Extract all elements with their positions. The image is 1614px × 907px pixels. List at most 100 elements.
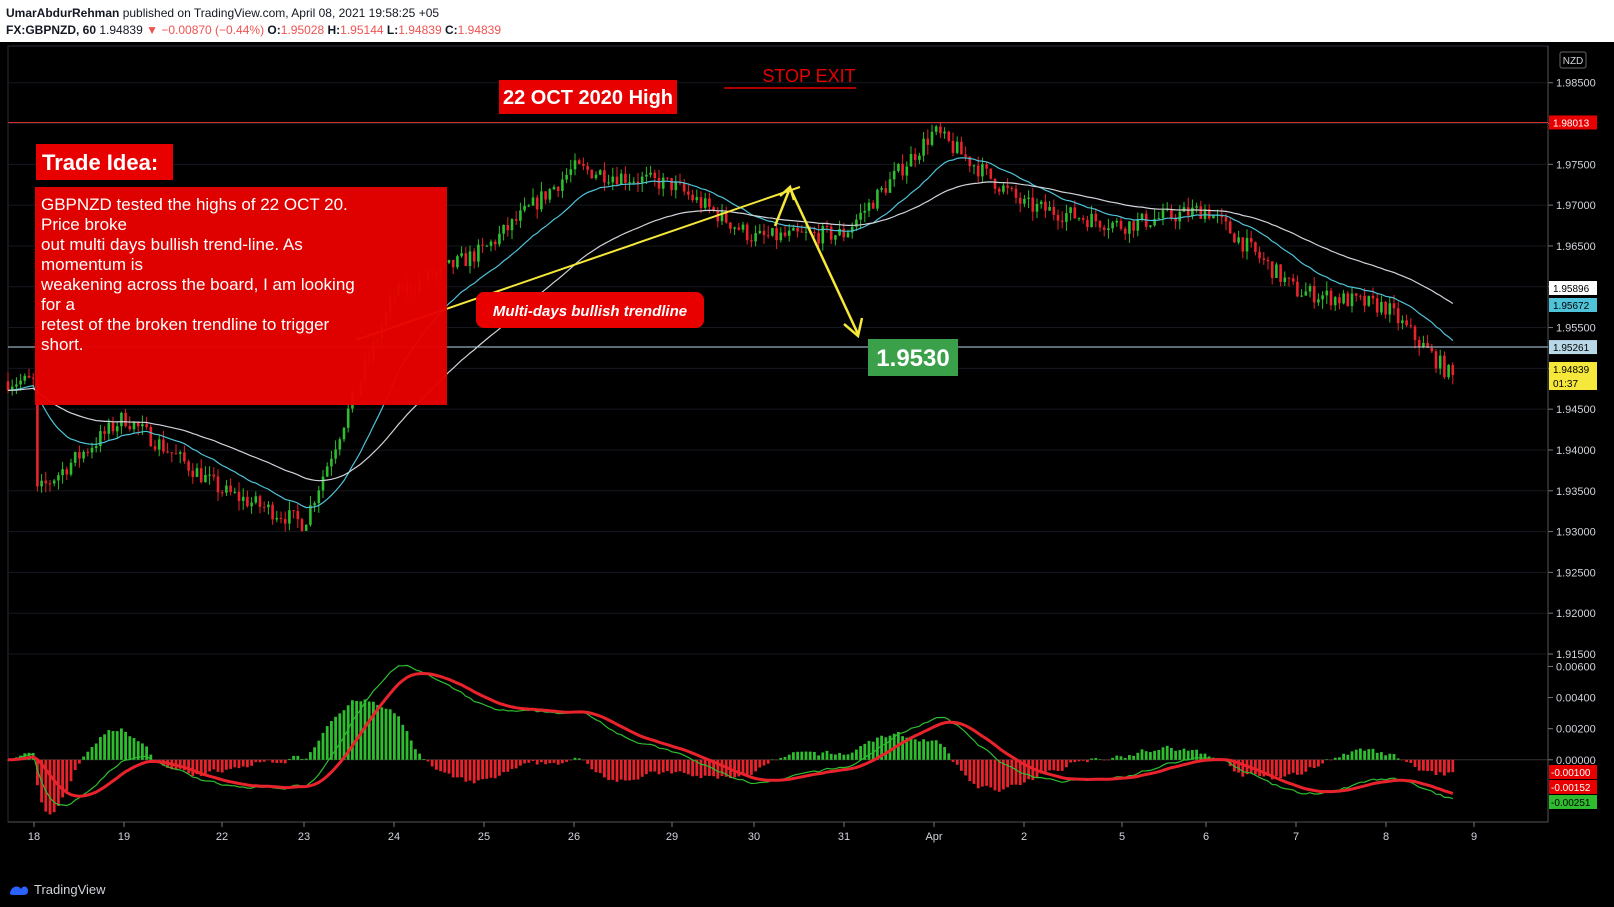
candle-body — [292, 510, 295, 512]
candle-body — [279, 517, 283, 520]
retest-arrow[interactable] — [773, 187, 792, 227]
candle-body — [1031, 197, 1035, 212]
candle-body — [229, 485, 232, 493]
macd-histogram-bar — [61, 759, 64, 798]
macd-histogram-bar — [1115, 755, 1119, 760]
macd-histogram-bar — [1254, 759, 1257, 775]
macd-histogram-bar — [1094, 758, 1098, 760]
macd-histogram-bar — [750, 759, 753, 775]
candle-body — [1308, 286, 1312, 292]
candle-body — [1342, 293, 1345, 304]
macd-histogram-bar — [565, 759, 568, 762]
candle-body — [1077, 218, 1081, 220]
chart-frame — [7, 45, 1549, 823]
macd-histogram-bar — [687, 759, 690, 775]
trendline-label-box[interactable] — [476, 292, 704, 328]
candle-body — [1333, 297, 1337, 306]
trade-idea-box[interactable] — [35, 187, 447, 405]
candle-body — [519, 210, 522, 221]
macd-histogram-bar — [199, 759, 203, 776]
stop-exit-label[interactable]: STOP EXIT — [762, 66, 855, 86]
macd-histogram-bar — [107, 730, 111, 760]
macd-histogram-bar — [699, 759, 703, 779]
candle-body — [271, 504, 274, 520]
macd-histogram-bar — [1077, 759, 1081, 762]
candle-body — [892, 170, 896, 180]
candle-body — [1199, 206, 1203, 219]
target-label-box[interactable] — [868, 339, 958, 376]
candle-body — [183, 452, 186, 462]
macd-histogram-bar — [1123, 757, 1127, 760]
macd-histogram-bar — [922, 739, 925, 760]
candle-body — [708, 198, 711, 208]
projection-arrow[interactable] — [788, 187, 860, 335]
macd-value-tag — [1549, 780, 1597, 794]
trade-idea-line: weakening across the board, I am looking — [40, 275, 355, 294]
candle-body — [1006, 185, 1009, 188]
macd-histogram-bar — [1338, 757, 1341, 760]
macd-histogram-bar — [691, 759, 694, 777]
macd-histogram-bar — [716, 759, 720, 779]
candle-body — [565, 174, 568, 180]
footer-brand[interactable]: TradingView — [34, 882, 106, 897]
candle-body — [611, 176, 615, 183]
macd-histogram-bar — [1317, 759, 1320, 767]
macd-histogram-bar — [535, 759, 539, 765]
candle-body — [918, 155, 921, 160]
macd-histogram-bar — [901, 736, 904, 760]
candle-body — [1178, 211, 1182, 222]
candle-body — [1203, 209, 1207, 219]
candle-body — [1081, 218, 1085, 220]
chart-area[interactable]: 1.985001.980001.975001.970001.965001.960… — [0, 42, 1614, 870]
candle-body — [212, 474, 216, 477]
macd-histogram-bar — [1090, 758, 1093, 760]
currency-badge[interactable] — [1559, 51, 1587, 69]
chart-header: UmarAbdurRehman published on TradingView… — [0, 0, 1614, 40]
candle-body — [804, 231, 808, 233]
candle-body — [447, 259, 451, 263]
candle-body — [1312, 286, 1316, 303]
candle-body — [687, 191, 690, 195]
candle-body — [523, 205, 526, 211]
trade-idea-text: GBPNZD tested the highs of 22 OCT 20.Pri… — [40, 195, 355, 354]
candle-body — [174, 453, 178, 455]
candle-body — [498, 233, 501, 245]
candle-body — [850, 226, 854, 233]
macd-histogram-bar — [304, 758, 308, 760]
macd-histogram-bar — [943, 747, 946, 760]
time-tick-label: 24 — [388, 831, 400, 843]
high-label-box[interactable] — [499, 80, 677, 114]
candle-body — [1149, 225, 1152, 227]
trade-idea-title-box[interactable] — [36, 144, 173, 180]
macd-histogram-bar — [451, 759, 455, 778]
price-tick-label: 1.91500 — [1556, 649, 1596, 661]
macd-histogram-bar — [57, 759, 60, 807]
candle-body — [947, 131, 951, 141]
time-tick-label: 25 — [478, 831, 490, 843]
candle-body — [930, 131, 934, 145]
macd-histogram-bar — [939, 743, 942, 760]
macd-histogram-bar — [1443, 759, 1446, 776]
candle-body — [762, 230, 766, 236]
macd-histogram-bar — [964, 759, 967, 776]
macd-histogram-bar — [342, 710, 346, 760]
macd-histogram-bar — [1422, 759, 1425, 771]
macd-histogram-bar — [787, 754, 791, 760]
macd-histogram-bar — [930, 740, 934, 760]
arrow-head-up-icon — [779, 184, 796, 201]
candle-body — [615, 176, 619, 185]
candle-body — [1287, 277, 1291, 279]
candle-body — [78, 452, 81, 459]
macd-histogram-bar — [1102, 759, 1106, 761]
candle-body — [1086, 219, 1089, 228]
macd-histogram-bar — [1296, 759, 1299, 775]
macd-histogram-bar — [1392, 754, 1396, 760]
macd-histogram-bar — [1275, 759, 1278, 777]
macd-tick-label: 0.00400 — [1556, 693, 1596, 705]
tradingview-logo-icon[interactable] — [8, 881, 30, 897]
candle-body — [1350, 293, 1354, 307]
author-name[interactable]: UmarAbdurRehman — [6, 6, 120, 20]
macd-histogram-bar — [552, 759, 556, 763]
candle-body — [120, 412, 123, 427]
chart-canvas[interactable]: 1.985001.980001.975001.970001.965001.960… — [0, 42, 1614, 870]
